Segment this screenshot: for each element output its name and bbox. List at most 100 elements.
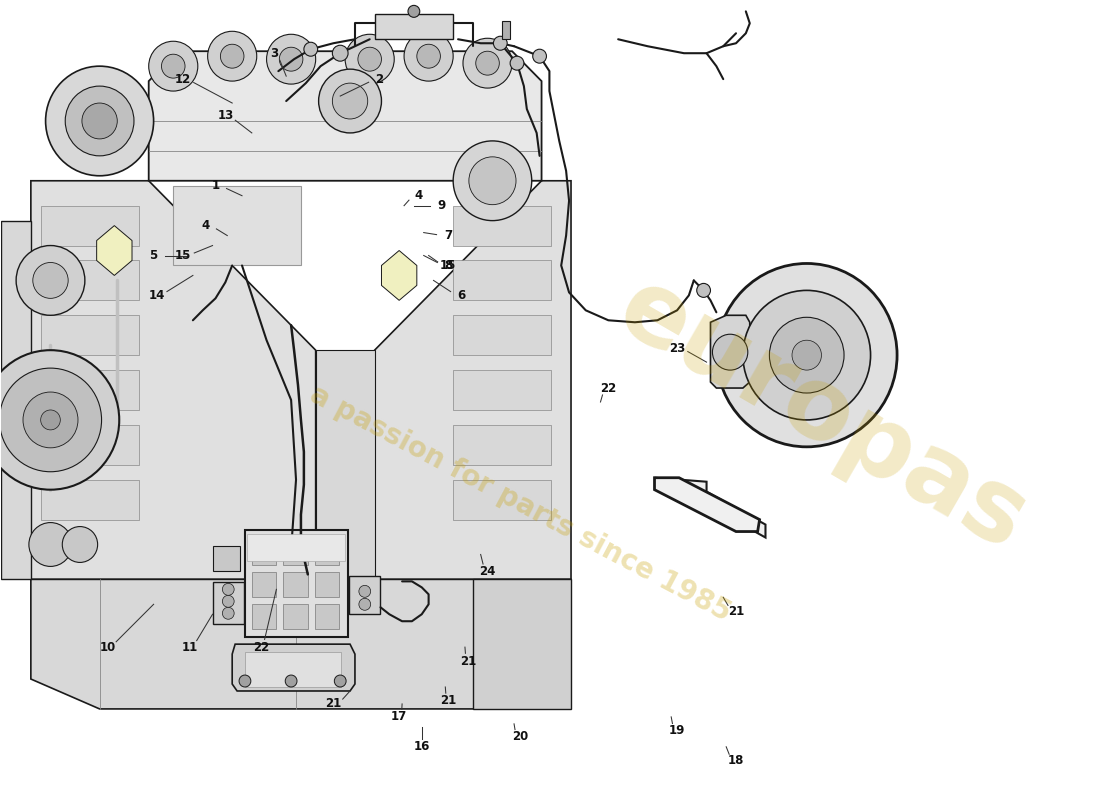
- Bar: [252, 604, 276, 630]
- Text: 14: 14: [148, 289, 165, 302]
- Bar: [245, 530, 348, 637]
- Text: 15: 15: [440, 259, 456, 272]
- Circle shape: [417, 44, 440, 68]
- Text: 12: 12: [175, 73, 191, 86]
- Circle shape: [222, 607, 234, 619]
- Circle shape: [65, 86, 134, 156]
- Circle shape: [742, 290, 870, 420]
- Polygon shape: [97, 226, 132, 275]
- Text: 21: 21: [326, 698, 341, 710]
- Text: 5: 5: [150, 249, 157, 262]
- Bar: [453, 206, 551, 246]
- Text: 4: 4: [415, 190, 422, 202]
- Circle shape: [713, 334, 748, 370]
- Circle shape: [285, 675, 297, 687]
- Circle shape: [408, 6, 420, 18]
- Text: 18: 18: [728, 754, 745, 767]
- Bar: [349, 576, 381, 614]
- Text: 15: 15: [175, 249, 191, 262]
- Circle shape: [239, 675, 251, 687]
- Text: 16: 16: [414, 740, 430, 754]
- Circle shape: [0, 368, 101, 472]
- Polygon shape: [654, 478, 766, 538]
- Bar: [284, 572, 308, 598]
- Text: 19: 19: [669, 724, 685, 738]
- Circle shape: [266, 34, 316, 84]
- Circle shape: [453, 141, 531, 221]
- Polygon shape: [473, 579, 571, 709]
- Bar: [284, 604, 308, 630]
- Text: 13: 13: [217, 110, 233, 122]
- Polygon shape: [711, 315, 750, 388]
- Text: 1: 1: [211, 179, 220, 192]
- Bar: [245, 652, 341, 687]
- Circle shape: [63, 526, 98, 562]
- Circle shape: [45, 66, 154, 176]
- Text: 22: 22: [601, 382, 616, 394]
- Text: 11: 11: [182, 641, 198, 654]
- Circle shape: [510, 56, 524, 70]
- Circle shape: [29, 522, 73, 566]
- Bar: [375, 14, 453, 39]
- Circle shape: [16, 246, 85, 315]
- Circle shape: [208, 31, 256, 81]
- Bar: [453, 315, 551, 355]
- Circle shape: [332, 83, 367, 119]
- Circle shape: [469, 157, 516, 205]
- Bar: [252, 572, 276, 598]
- Circle shape: [41, 410, 60, 430]
- Circle shape: [162, 54, 185, 78]
- Text: 4: 4: [201, 219, 210, 232]
- Text: 21: 21: [728, 605, 744, 618]
- Text: 10: 10: [99, 641, 116, 654]
- Bar: [252, 541, 276, 566]
- Polygon shape: [1, 221, 31, 579]
- Polygon shape: [31, 181, 316, 579]
- Polygon shape: [316, 350, 375, 579]
- Text: a passion for parts since 1985: a passion for parts since 1985: [305, 380, 735, 627]
- Bar: [212, 546, 240, 571]
- Text: 21: 21: [440, 694, 456, 707]
- Text: 23: 23: [669, 342, 685, 354]
- Text: 20: 20: [512, 730, 528, 743]
- Bar: [41, 480, 139, 519]
- Text: 17: 17: [390, 710, 407, 723]
- Bar: [212, 582, 244, 624]
- Circle shape: [696, 283, 711, 298]
- Text: 21: 21: [460, 654, 476, 667]
- Circle shape: [463, 38, 513, 88]
- Circle shape: [792, 340, 822, 370]
- Circle shape: [304, 42, 318, 56]
- Text: 9: 9: [438, 199, 446, 212]
- Circle shape: [222, 595, 234, 607]
- Circle shape: [476, 51, 499, 75]
- Polygon shape: [382, 250, 417, 300]
- Bar: [453, 480, 551, 519]
- Polygon shape: [232, 644, 355, 691]
- Bar: [41, 425, 139, 465]
- Bar: [41, 315, 139, 355]
- Bar: [41, 261, 139, 300]
- Circle shape: [148, 42, 198, 91]
- Circle shape: [332, 46, 348, 61]
- Circle shape: [220, 44, 244, 68]
- Circle shape: [494, 36, 507, 50]
- Circle shape: [359, 586, 371, 598]
- Bar: [284, 541, 308, 566]
- Circle shape: [319, 69, 382, 133]
- Circle shape: [33, 262, 68, 298]
- Text: 22: 22: [253, 641, 270, 654]
- Bar: [41, 206, 139, 246]
- Bar: [315, 572, 339, 598]
- Text: 3: 3: [271, 46, 278, 60]
- Bar: [174, 186, 301, 266]
- Text: 8: 8: [444, 259, 452, 272]
- Circle shape: [532, 50, 547, 63]
- Bar: [41, 370, 139, 410]
- Bar: [453, 425, 551, 465]
- Circle shape: [0, 350, 119, 490]
- Polygon shape: [375, 181, 571, 579]
- Circle shape: [716, 263, 898, 447]
- Bar: [503, 22, 510, 39]
- Bar: [315, 604, 339, 630]
